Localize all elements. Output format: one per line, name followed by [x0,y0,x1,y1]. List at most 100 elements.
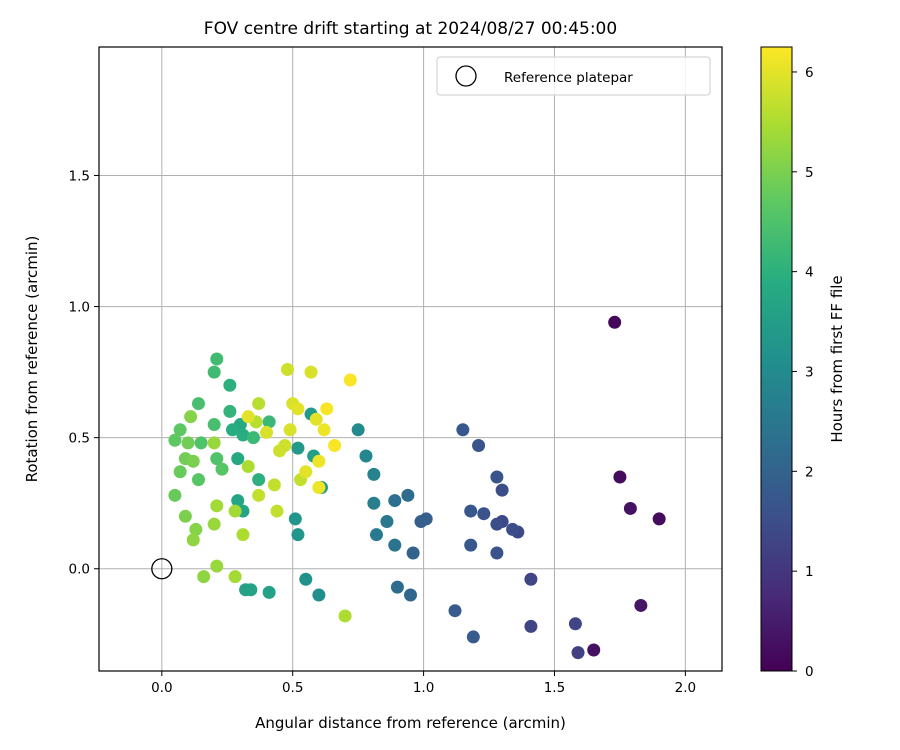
x-tick-label: 0.0 [151,680,172,696]
data-point [490,546,504,560]
data-point [367,467,381,481]
data-point [401,488,415,502]
data-point [189,522,203,536]
data-point [280,362,294,376]
data-point [191,473,205,487]
colorbar-tick-label: 1 [805,564,814,580]
data-point [328,439,342,453]
data-point [390,580,404,594]
data-point [231,494,245,508]
data-point [524,572,538,586]
data-point [351,423,365,437]
data-point [252,473,266,487]
data-point [181,436,195,450]
legend-label: Reference platepar [504,70,633,86]
legend-reference-marker [455,65,477,87]
x-tick-label: 1.0 [413,680,434,696]
data-point [613,470,627,484]
data-point [623,501,637,515]
colorbar-tick-label: 2 [805,464,814,480]
data-point [320,402,334,416]
data-point [252,488,266,502]
data-point [231,452,245,466]
y-tick-label: 1.0 [69,300,90,316]
data-point [343,373,357,387]
data-point [571,646,585,660]
data-point [312,480,326,494]
data-point [490,517,504,531]
data-point [278,439,292,453]
colorbar-label: Hours from first FF file [828,275,846,442]
data-point [587,643,601,657]
data-point [448,604,462,618]
data-point [228,504,242,518]
data-point [369,528,383,542]
data-point [477,507,491,521]
data-point [178,509,192,523]
data-point [236,428,250,442]
data-point [466,630,480,644]
data-point [414,515,428,529]
data-point [291,528,305,542]
data-point [194,436,208,450]
x-axis-ticks: 0.0 0.5 1.0 1.5 2.0 [151,671,696,696]
data-point [236,528,250,542]
data-point [406,546,420,560]
reference-platepar-marker [151,558,173,580]
chart-title: FOV centre drift starting at 2024/08/27 … [204,19,617,39]
data-point [186,454,200,468]
data-point [267,478,281,492]
data-point [239,583,253,597]
colorbar-tick-label: 5 [805,165,814,181]
data-point [359,449,373,463]
data-point [490,470,504,484]
data-point [223,404,237,418]
data-point [388,494,402,508]
colorbar-tick-label: 4 [805,265,814,281]
data-point [506,522,520,536]
data-point [184,410,198,424]
data-point [197,570,211,584]
data-point [380,515,394,529]
data-point [246,431,260,445]
data-point [226,423,239,437]
data-point [186,533,200,547]
data-point [464,538,478,552]
grid [99,47,722,671]
data-point [210,499,224,513]
y-axis-label: Rotation from reference (arcmin) [23,236,41,483]
data-point [241,459,255,473]
x-tick-label: 2.0 [675,680,696,696]
data-point [608,315,622,329]
y-axis-ticks: 0.0 0.5 1.0 1.5 [69,168,99,578]
data-point [262,585,276,599]
data-point [270,504,284,518]
data-point [252,397,266,411]
data-point [241,410,255,424]
data-point [388,538,402,552]
data-point [299,572,313,586]
data-point [568,617,582,631]
colorbar-ticks: 0 1 2 3 4 5 6 [792,65,814,680]
data-point [262,415,276,429]
data-point [260,425,274,439]
data-point [207,365,221,379]
data-point [367,496,381,510]
plot-frame [98,46,723,672]
data-point [173,423,187,437]
data-point [317,423,331,437]
data-point [228,570,242,584]
legend: Reference platepar [436,56,711,96]
data-point [291,441,305,455]
data-point [652,512,666,526]
data-point [404,588,417,602]
x-tick-label: 0.5 [282,680,303,696]
data-point [495,483,509,497]
data-point [472,439,486,453]
data-point [524,619,538,633]
data-point [210,452,224,466]
data-point [456,423,470,437]
y-tick-label: 0.5 [69,431,90,447]
legend-box [436,56,711,96]
